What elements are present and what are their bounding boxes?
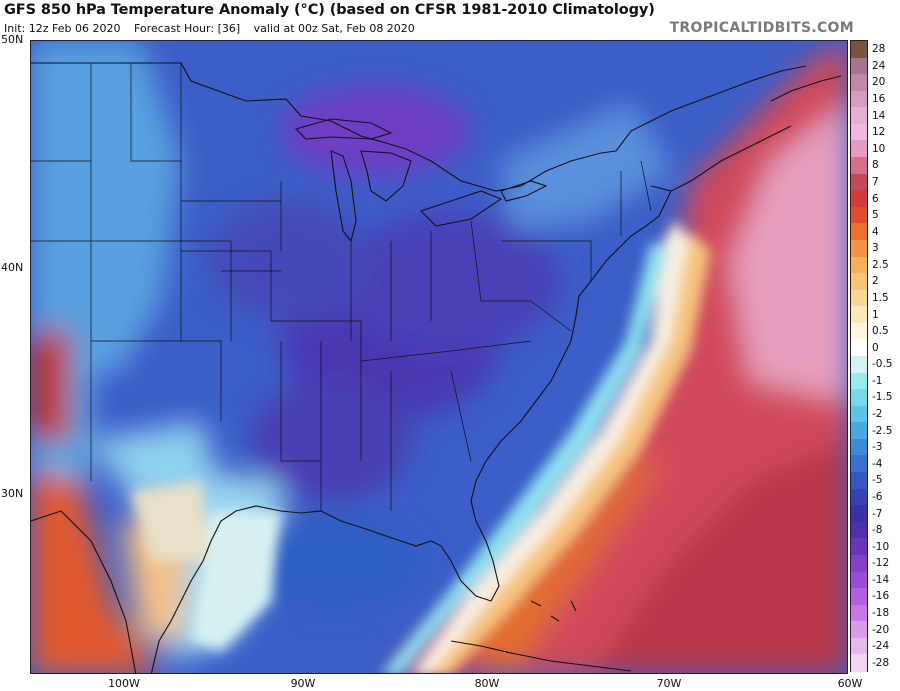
colorbar-swatch xyxy=(851,488,867,506)
colorbar-swatch xyxy=(851,107,867,125)
colorbar-swatch xyxy=(851,322,867,340)
colorbar-label: 12 xyxy=(872,126,886,139)
colorbar-swatch xyxy=(851,554,867,573)
colorbar-swatch xyxy=(851,538,867,556)
map-title: GFS 850 hPa Temperature Anomaly (°C) (ba… xyxy=(4,2,655,18)
colorbar-swatch xyxy=(851,90,867,108)
colorbar-swatch xyxy=(851,588,867,606)
coastlines xyxy=(31,62,842,673)
colorbar-label: -4 xyxy=(872,457,883,470)
run-info: Init: 12z Feb 06 2020 Forecast Hour: [36… xyxy=(4,22,425,35)
colorbar-label: -24 xyxy=(872,640,890,653)
colorbar-swatch xyxy=(851,157,867,175)
colorbar-swatch xyxy=(851,239,867,258)
colorbar-swatch xyxy=(851,356,867,374)
anomaly-map xyxy=(30,40,848,674)
colorbar-swatch xyxy=(851,521,867,539)
colorbar-swatch xyxy=(851,223,867,241)
colorbar-swatch xyxy=(851,505,867,523)
lon-label-90w: 90W xyxy=(290,677,316,690)
colorbar-label: -1.5 xyxy=(872,391,893,404)
colorbar-swatch xyxy=(851,57,867,75)
lon-label-60w: 60W xyxy=(837,677,863,690)
colorbar-label: 10 xyxy=(872,142,886,155)
colorbar-label: -28 xyxy=(872,656,890,669)
valid-time: valid at 00z Sat, Feb 08 2020 xyxy=(253,22,415,35)
colorbar-label: -8 xyxy=(872,524,883,537)
map-canvas xyxy=(31,41,847,673)
colorbar-swatch xyxy=(851,41,867,59)
colorbar-swatch xyxy=(851,472,867,490)
colorbar-label: -7 xyxy=(872,507,883,520)
colorbar-label: 5 xyxy=(872,209,879,222)
colorbar-label: 24 xyxy=(872,59,886,72)
colorbar-swatch xyxy=(851,190,867,208)
colorbar-label: 8 xyxy=(872,159,879,172)
colorbar-label: 14 xyxy=(872,109,886,122)
colorbar-swatch xyxy=(851,422,867,440)
colorbar-label: 7 xyxy=(872,175,879,188)
colorbar-label: 3 xyxy=(872,242,879,255)
colorbar-label: -3 xyxy=(872,441,883,454)
colorbar-swatch xyxy=(851,372,867,390)
colorbar-label: 28 xyxy=(872,43,886,56)
transition-band xyxy=(131,221,711,673)
lon-label-100w: 100W xyxy=(108,677,140,690)
colorbar-label: 16 xyxy=(872,93,886,106)
colorbar-swatch xyxy=(851,389,867,407)
colorbar-label: -1 xyxy=(872,374,883,387)
lat-label-30n: 30N xyxy=(1,487,24,500)
state-borders xyxy=(31,63,652,511)
colorbar-swatch xyxy=(851,654,867,672)
colorbar-swatch xyxy=(851,637,867,655)
colorbar-label: 2 xyxy=(872,275,879,288)
colorbar-label: 2.5 xyxy=(872,258,889,271)
colorbar-swatch xyxy=(851,173,867,191)
site-credit: TROPICALTIDBITS.COM xyxy=(669,20,854,36)
colorbar-label: 6 xyxy=(872,192,879,205)
colorbar-swatch xyxy=(851,455,867,473)
colorbar-label: -2.5 xyxy=(872,424,893,437)
colorbar-label: -18 xyxy=(872,606,890,619)
colorbar-label: 0.5 xyxy=(872,325,889,338)
colorbar-label: 4 xyxy=(872,225,879,238)
colorbar-label: -10 xyxy=(872,540,890,553)
colorbar-swatch xyxy=(851,438,867,457)
colorbar-swatch xyxy=(851,604,867,622)
colorbar-label: -20 xyxy=(872,623,890,636)
colorbar-swatch xyxy=(851,74,867,92)
forecast-hour: Forecast Hour: [36] xyxy=(134,22,241,35)
lon-label-80w: 80W xyxy=(474,677,500,690)
colorbar-swatch xyxy=(851,405,867,423)
colorbar xyxy=(850,40,868,672)
colorbar-swatch xyxy=(851,256,867,274)
lat-label-40n: 40N xyxy=(1,261,24,274)
colorbar-label: 1.5 xyxy=(872,291,889,304)
colorbar-swatch xyxy=(851,339,867,357)
colorbar-label: -0.5 xyxy=(872,358,893,371)
colorbar-swatch xyxy=(851,123,867,142)
colorbar-label: -12 xyxy=(872,557,890,570)
colorbar-swatch xyxy=(851,571,867,589)
colorbar-label: -2 xyxy=(872,408,883,421)
colorbar-swatch xyxy=(851,621,867,639)
lon-label-70w: 70W xyxy=(656,677,682,690)
colorbar-label: 1 xyxy=(872,308,879,321)
colorbar-swatch xyxy=(851,306,867,324)
init-time: Init: 12z Feb 06 2020 xyxy=(4,22,121,35)
anomaly-shading xyxy=(31,41,847,673)
colorbar-label: -16 xyxy=(872,590,890,603)
colorbar-swatch xyxy=(851,206,867,224)
colorbar-label: 20 xyxy=(872,76,886,89)
colorbar-label: -6 xyxy=(872,490,883,503)
colorbar-swatch xyxy=(851,273,867,291)
colorbar-label: 0 xyxy=(872,341,879,354)
colorbar-label: -14 xyxy=(872,573,890,586)
colorbar-swatch xyxy=(851,289,867,307)
colorbar-label: -5 xyxy=(872,474,883,487)
lat-label-50n: 50N xyxy=(1,33,24,46)
colorbar-swatch xyxy=(851,140,867,158)
